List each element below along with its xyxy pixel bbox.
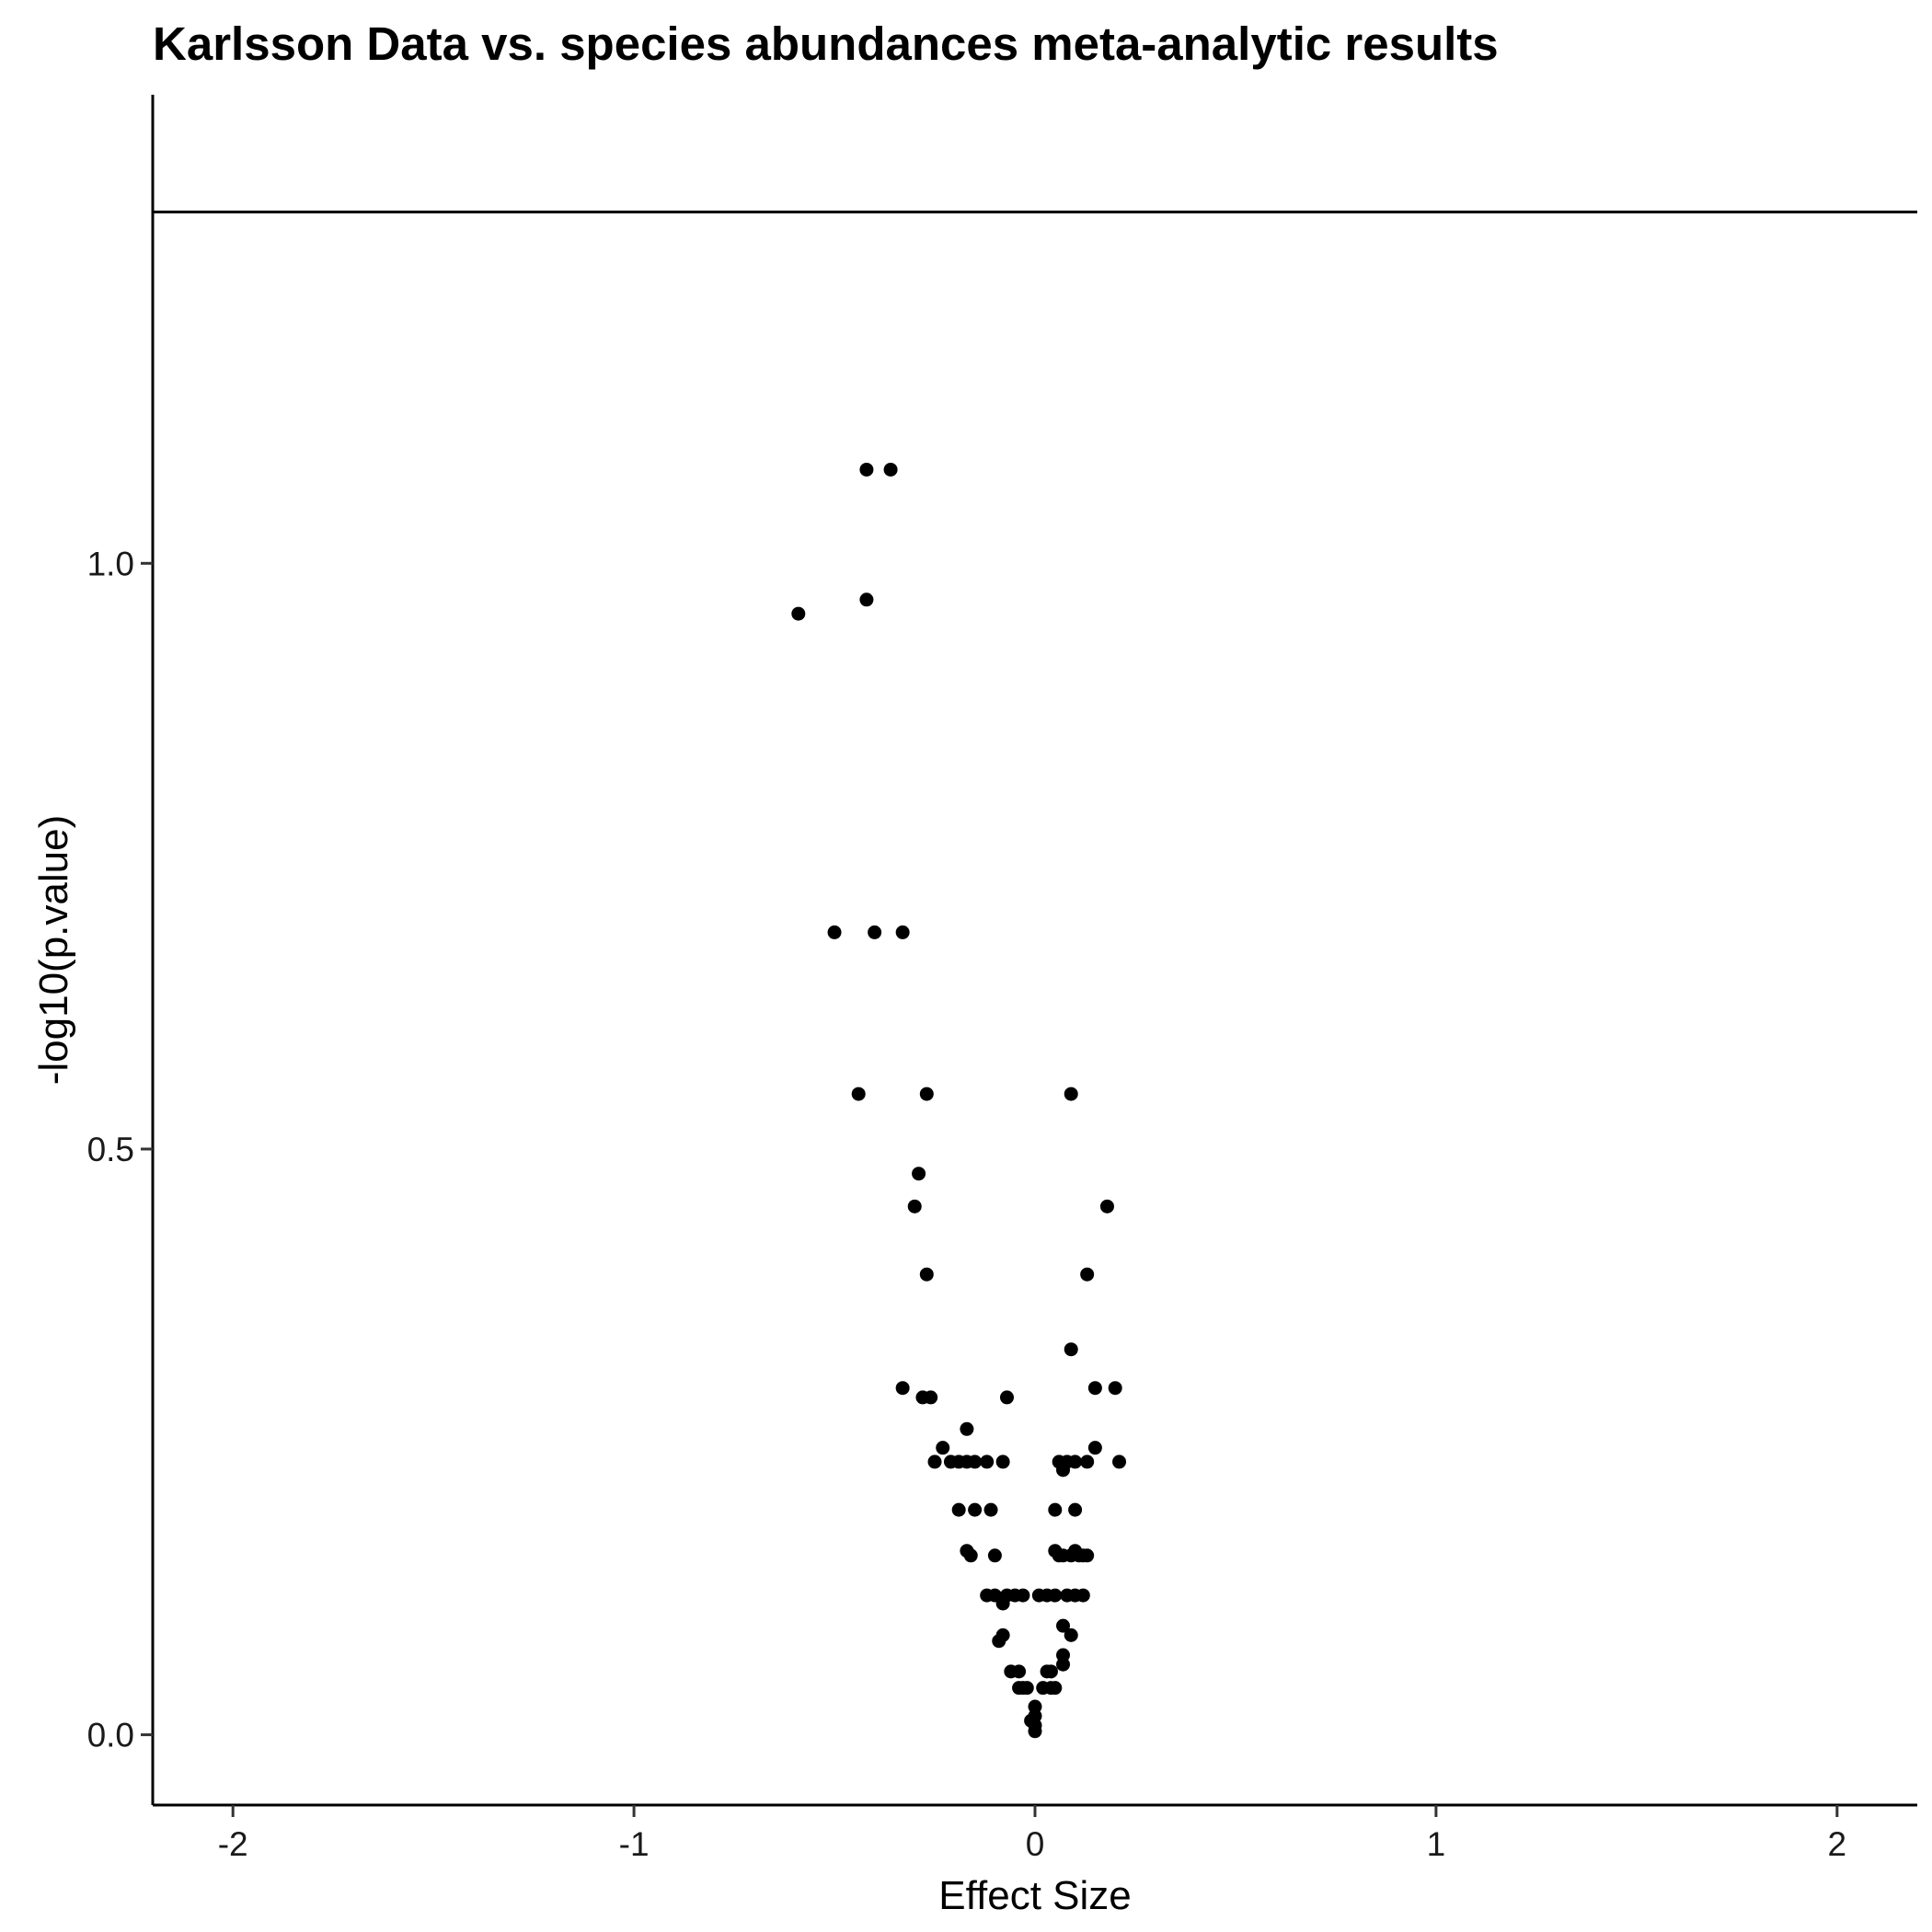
data-point [927, 1455, 942, 1469]
data-point [1028, 1724, 1042, 1739]
chart-title: Karlsson Data vs. species abundances met… [153, 17, 1499, 70]
data-point [1056, 1463, 1071, 1478]
data-point [919, 1087, 934, 1101]
data-point [1064, 1627, 1078, 1642]
data-point [1019, 1681, 1034, 1696]
y-tick-label: 1.0 [87, 545, 134, 582]
data-point [968, 1455, 983, 1469]
data-point [1075, 1588, 1090, 1603]
data-point [960, 1421, 974, 1436]
data-point [1056, 1618, 1071, 1633]
data-point [919, 1267, 934, 1282]
data-point [895, 925, 910, 939]
data-point [987, 1548, 1002, 1563]
y-tick-label: 0.0 [87, 1717, 134, 1754]
data-point [936, 1441, 950, 1455]
data-point [995, 1455, 1010, 1469]
data-point [1080, 1267, 1095, 1282]
data-point [983, 1502, 998, 1517]
data-point [907, 1199, 922, 1213]
data-point [1068, 1455, 1083, 1469]
data-point [1108, 1381, 1122, 1396]
data-points [791, 462, 1127, 1739]
data-point [968, 1502, 983, 1517]
data-point [859, 592, 874, 607]
data-point [963, 1548, 978, 1563]
axes [151, 95, 1917, 1807]
data-point [1068, 1502, 1083, 1517]
data-point [1064, 1342, 1078, 1357]
y-axis-title: -log10(p.value) [31, 815, 76, 1086]
data-point [883, 462, 898, 477]
data-point [1012, 1664, 1027, 1679]
data-point [995, 1596, 1010, 1611]
x-tick-label: 0 [1026, 1825, 1045, 1863]
x-axis-ticks: -2 -1 0 1 2 [218, 1805, 1846, 1863]
data-point [1056, 1657, 1071, 1672]
data-point [1087, 1441, 1102, 1455]
x-tick-label: 1 [1427, 1825, 1446, 1863]
data-point [999, 1390, 1014, 1405]
data-point [868, 925, 882, 939]
data-point [1048, 1681, 1063, 1696]
x-tick-label: -1 [619, 1825, 650, 1863]
data-point [1048, 1502, 1063, 1517]
data-point [791, 606, 806, 621]
data-point [992, 1634, 1006, 1649]
data-point [851, 1087, 866, 1101]
data-point [827, 925, 842, 939]
data-point [924, 1390, 938, 1405]
y-axis-ticks: 0.0 0.5 1.0 [87, 545, 153, 1754]
data-point [1112, 1455, 1127, 1469]
data-point [1016, 1588, 1030, 1603]
x-axis-title: Effect Size [938, 1873, 1132, 1918]
data-point [1080, 1548, 1095, 1563]
data-point [1099, 1199, 1114, 1213]
x-tick-label: 2 [1828, 1825, 1847, 1863]
data-point [1080, 1455, 1095, 1469]
data-point [1043, 1664, 1058, 1679]
data-point [1048, 1588, 1063, 1603]
data-point [980, 1455, 995, 1469]
x-tick-label: -2 [218, 1825, 248, 1863]
data-point [895, 1381, 910, 1396]
data-point [1064, 1087, 1078, 1101]
y-tick-label: 0.5 [87, 1131, 134, 1168]
data-point [1087, 1381, 1102, 1396]
data-point [912, 1167, 926, 1181]
data-point [859, 462, 874, 477]
data-point [951, 1502, 966, 1517]
